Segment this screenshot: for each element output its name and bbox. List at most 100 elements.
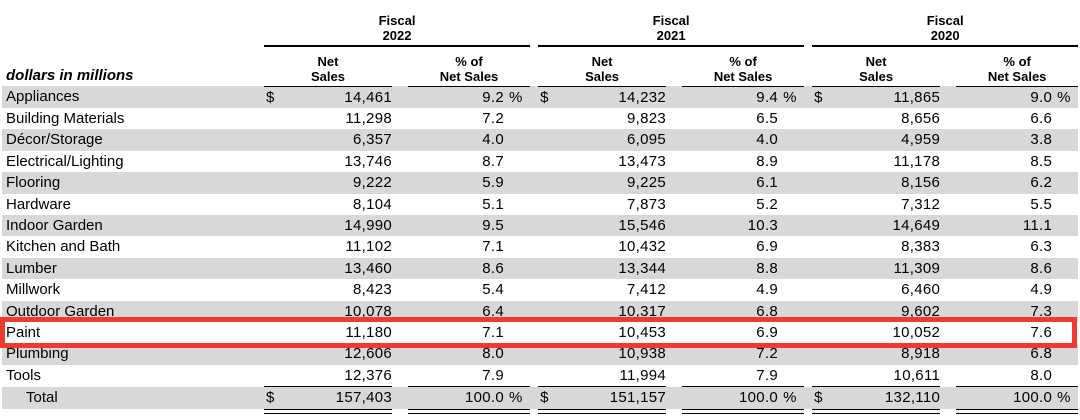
pct-of-net-sales-value: 5.2 <box>756 195 779 213</box>
currency-symbol <box>812 236 832 257</box>
group-separator <box>804 386 813 410</box>
row-label: Paint <box>6 323 41 341</box>
group-separator <box>804 343 813 365</box>
pct-of-net-sales-value: 6.8 <box>956 343 1053 365</box>
group-separator <box>530 236 538 257</box>
pct-header-line1: % of <box>455 53 483 69</box>
net-sales-column-header: Net Sales <box>812 46 941 87</box>
pct-of-net-sales-value: 3.8 <box>956 129 1053 151</box>
percent-symbol <box>1052 172 1079 194</box>
currency-symbol <box>812 214 833 237</box>
column-gap <box>392 300 408 322</box>
pct-of-net-sales-value: 7.9 <box>756 366 779 384</box>
column-gap <box>940 322 956 343</box>
percent-symbol <box>504 343 531 365</box>
group-separator <box>530 151 538 172</box>
pct-of-net-sales-value: 8.0 <box>408 343 504 365</box>
net-sales-value: 11,994 <box>619 366 667 384</box>
currency-symbol <box>538 322 558 343</box>
column-gap <box>940 129 957 151</box>
row-label: Total <box>2 386 264 410</box>
pct-of-net-sales-value: 7.9 <box>482 366 504 384</box>
net-sales-value: 7,412 <box>627 281 667 299</box>
group-separator <box>530 365 538 387</box>
pct-of-net-sales-value: 100.0 <box>956 386 1053 410</box>
column-gap <box>940 86 957 108</box>
group-separator <box>530 322 538 343</box>
group-separator <box>804 236 812 257</box>
group-separator <box>530 172 539 194</box>
pct-of-net-sales-value: 6.9 <box>756 323 779 341</box>
currency-symbol: $ <box>538 86 559 108</box>
pct-of-net-sales-value: 100.0 <box>408 386 504 410</box>
percent-symbol <box>1052 194 1078 215</box>
column-gap <box>940 257 957 280</box>
column-gap <box>666 129 683 151</box>
column-gap <box>392 257 408 280</box>
currency-symbol <box>538 172 559 194</box>
currency-symbol <box>812 108 832 129</box>
net-sales-header-line1: Net <box>591 53 613 69</box>
pct-of-net-sales-value: 6.1 <box>682 172 779 194</box>
double-rule-segment <box>538 409 667 414</box>
group-separator <box>530 108 538 129</box>
currency-symbol <box>812 194 832 215</box>
currency-symbol <box>538 365 558 387</box>
currency-symbol: $ <box>812 386 833 410</box>
currency-symbol <box>538 236 558 257</box>
pct-of-net-sales-value: 8.6 <box>408 257 504 280</box>
column-gap <box>666 194 682 215</box>
net-sales-value: 12,606 <box>284 343 392 365</box>
pct-of-net-sales-value: 5.4 <box>482 281 504 299</box>
table-row: Paint 11,180 7.1 10,453 6.9 10,052 7.6 <box>2 322 1078 343</box>
currency-symbol <box>264 172 284 194</box>
row-label: Décor/Storage <box>2 129 264 151</box>
column-gap <box>392 108 408 129</box>
net-sales-value: 8,104 <box>352 195 392 213</box>
pct-of-net-sales-value: 8.9 <box>756 152 779 170</box>
percent-symbol: % <box>1052 386 1079 410</box>
row-label: Appliances <box>2 86 264 108</box>
percent-symbol: % <box>504 86 531 108</box>
currency-symbol <box>538 129 559 151</box>
percent-symbol <box>504 279 530 300</box>
percent-symbol <box>778 151 804 172</box>
currency-symbol: $ <box>264 86 284 108</box>
pct-of-net-sales-value: 7.2 <box>682 343 779 365</box>
row-label: Millwork <box>6 281 61 299</box>
percent-symbol <box>1052 151 1078 172</box>
spacer-cell <box>530 409 539 414</box>
row-label: Hardware <box>6 195 72 213</box>
table-row: Lumber 13,460 8.6 13,344 8.8 11,309 8.6 <box>2 257 1079 280</box>
column-gap <box>392 86 408 108</box>
pct-of-net-sales-value: 100.0 <box>682 386 779 410</box>
net-sales-value: 11,309 <box>832 257 941 280</box>
group-separator <box>804 257 813 280</box>
net-sales-value: 10,052 <box>892 323 941 341</box>
percent-symbol <box>504 129 531 151</box>
pct-of-net-sales-value: 7.2 <box>482 109 504 127</box>
fiscal-2022-header: Fiscal 2022 <box>264 2 531 47</box>
pct-of-net-sales-value: 6.6 <box>1030 109 1053 127</box>
net-sales-value: 14,649 <box>832 214 941 237</box>
column-gap <box>666 108 682 129</box>
percent-symbol <box>1052 236 1078 257</box>
subcolumn-header-row: dollars in millions Net Sales % of Net S… <box>2 46 1079 87</box>
currency-symbol <box>264 194 284 215</box>
net-sales-value: 8,383 <box>901 238 941 256</box>
net-sales-value: 13,344 <box>558 257 667 280</box>
row-label: Lumber <box>2 257 264 280</box>
table-header: Fiscal 2022 Fiscal 2021 Fiscal 2020 doll… <box>2 2 1079 87</box>
sales-by-product-line-table: Fiscal 2022 Fiscal 2021 Fiscal 2020 doll… <box>2 2 1079 414</box>
double-rule-row <box>2 409 1079 414</box>
currency-symbol <box>538 194 558 215</box>
net-sales-value: 12,376 <box>344 366 392 384</box>
column-gap <box>940 386 957 410</box>
pct-of-net-sales-value: 6.3 <box>1030 238 1053 256</box>
percent-symbol <box>778 172 805 194</box>
double-rule-segment <box>408 409 531 414</box>
net-sales-value: 151,157 <box>558 386 667 410</box>
column-gap <box>392 279 408 300</box>
net-sales-value: 11,180 <box>345 323 392 341</box>
group-separator <box>530 300 539 322</box>
